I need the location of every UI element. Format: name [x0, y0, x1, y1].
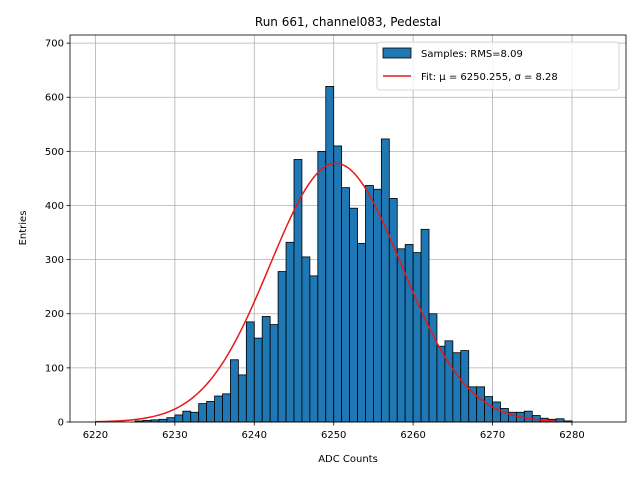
plot-frame — [69, 34, 627, 423]
x-tick-label: 6240 — [242, 430, 267, 441]
histogram-bar — [404, 244, 414, 423]
legend: Samples: RMS=8.09 Fit: μ = 6250.255, σ =… — [376, 41, 620, 91]
legend-box — [376, 41, 620, 91]
histogram-bar — [301, 256, 311, 423]
legend-bar-swatch — [382, 47, 412, 59]
histogram-bar — [357, 242, 366, 423]
histogram-bar — [523, 410, 533, 423]
y-tick-label: 100 — [45, 363, 64, 374]
histogram-bar — [341, 187, 350, 423]
histogram-bar — [436, 345, 446, 423]
histogram-bar — [325, 86, 335, 423]
histogram-bar — [245, 321, 255, 423]
histogram-bar — [182, 410, 192, 423]
histogram-bar — [261, 316, 271, 423]
y-axis-ticks: 0 100 200 300 400 500 600 700 — [45, 39, 70, 429]
y-tick-label: 700 — [45, 39, 64, 50]
histogram-bar — [452, 352, 462, 423]
histogram-bar — [285, 241, 295, 423]
histogram-bar — [380, 138, 390, 423]
chart-title: Run 661, channel083, Pedestal — [255, 15, 441, 29]
histogram-bar — [349, 207, 358, 423]
histogram-bar — [412, 252, 422, 423]
histogram-bar — [492, 401, 501, 423]
histogram-bar — [317, 150, 327, 423]
y-tick-label: 600 — [45, 93, 64, 104]
histogram-bar — [484, 396, 493, 423]
histogram-bar — [396, 248, 406, 423]
y-axis-label: Entries — [18, 211, 29, 246]
x-tick-label: 6270 — [480, 430, 505, 441]
y-tick-label: 400 — [45, 201, 64, 212]
histogram-bar — [555, 418, 565, 423]
histogram-bar — [174, 414, 184, 423]
x-axis-label: ADC Counts — [318, 454, 378, 465]
histogram-bar — [253, 337, 263, 423]
gaussian-fit-curve — [95, 162, 557, 423]
histogram-bar — [476, 386, 486, 423]
histogram-bar — [444, 340, 454, 423]
histogram-bar — [388, 198, 398, 423]
histogram-bar — [198, 403, 208, 423]
histogram-bar — [269, 324, 279, 423]
x-tick-label: 6230 — [162, 430, 187, 441]
x-tick-label: 6280 — [559, 430, 584, 441]
x-axis-ticks: 6220 6230 6240 6250 6260 6270 6280 — [83, 422, 585, 441]
histogram-bar — [365, 185, 374, 423]
legend-fit-label: Fit: μ = 6250.255, σ = 8.28 — [421, 72, 558, 83]
y-tick-label: 500 — [45, 147, 64, 158]
legend-histogram-label: Samples: RMS=8.09 — [421, 49, 523, 60]
x-tick-label: 6250 — [321, 430, 346, 441]
histogram-bar — [309, 275, 319, 423]
histogram-bar — [237, 374, 247, 423]
histogram-bar — [214, 395, 223, 423]
histogram-bar — [222, 393, 231, 423]
y-tick-label: 300 — [45, 255, 64, 266]
x-tick-label: 6220 — [83, 430, 108, 441]
histogram-bar — [158, 418, 168, 423]
histogram-bar — [206, 401, 215, 423]
x-tick-label: 6260 — [400, 430, 425, 441]
histogram-bar — [333, 145, 343, 423]
histogram-bar — [277, 271, 287, 423]
histogram-bar — [373, 188, 382, 423]
histogram-bar — [230, 359, 239, 423]
y-tick-label: 0 — [58, 418, 64, 429]
histogram-bar — [190, 411, 200, 423]
histogram-bar — [166, 417, 176, 423]
y-tick-label: 200 — [45, 309, 64, 320]
